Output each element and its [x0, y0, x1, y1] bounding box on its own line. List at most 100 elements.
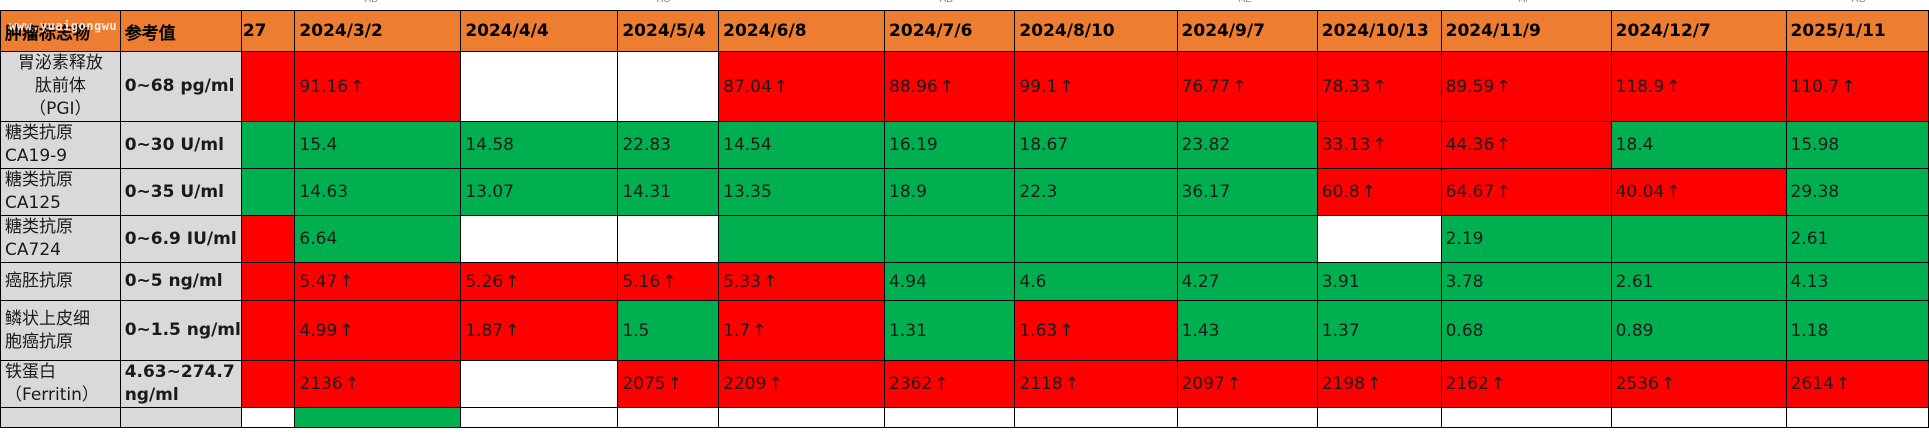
partial-row-cell[interactable] [294, 407, 462, 428]
column-letter[interactable]: AE [1239, 0, 1252, 5]
reference-range-cell[interactable]: 0~5 ng/ml [119, 262, 242, 301]
column-letter[interactable]: AF [1519, 0, 1532, 5]
partial-row-cell[interactable] [884, 407, 1016, 428]
reference-range-cell[interactable]: 0~1.5 ng/ml [119, 300, 242, 361]
partial-column-cell[interactable] [240, 168, 296, 216]
partial-row-cell[interactable] [1440, 407, 1612, 428]
value-cell-normal[interactable]: 15.4 [294, 121, 462, 169]
value-cell-high[interactable]: 2075 ↑ [617, 360, 720, 408]
value-cell-high[interactable]: 60.8 ↑ [1316, 168, 1442, 216]
value-cell-high[interactable]: 110.7 ↑ [1785, 51, 1929, 122]
partial-column-cell[interactable] [240, 51, 296, 122]
value-cell-high[interactable]: 91.16 ↑ [294, 51, 462, 122]
value-cell-high[interactable]: 2536 ↑ [1610, 360, 1787, 408]
value-cell-normal[interactable]: 0.89 [1610, 300, 1787, 361]
value-cell-high[interactable]: 1.7 ↑ [718, 300, 886, 361]
value-cell-high[interactable]: 5.33 ↑ [718, 262, 886, 301]
value-cell-normal[interactable]: 1.5 [617, 300, 720, 361]
value-cell-normal[interactable]: 2.19 [1440, 215, 1612, 263]
reference-range-cell[interactable]: 0~68 pg/ml [119, 51, 242, 122]
partial-column-cell[interactable] [240, 360, 296, 408]
partial-row-cell[interactable] [617, 407, 720, 428]
reference-range-cell[interactable]: 0~35 U/ml [119, 168, 242, 216]
value-cell-normal[interactable]: 18.9 [884, 168, 1016, 216]
value-cell-normal[interactable]: 4.27 [1176, 262, 1318, 301]
value-cell-high[interactable]: 4.99 ↑ [294, 300, 462, 361]
value-cell-high[interactable]: 5.47 ↑ [294, 262, 462, 301]
value-cell-normal[interactable]: 1.43 [1176, 300, 1318, 361]
value-cell-empty[interactable] [1316, 215, 1442, 263]
value-cell-normal[interactable]: 18.4 [1610, 121, 1787, 169]
value-cell-normal[interactable]: 3.78 [1440, 262, 1612, 301]
header-date-cell[interactable]: 2024/9/7 [1176, 10, 1318, 52]
marker-name-cell[interactable]: 糖类抗原 CA125 [0, 168, 121, 216]
value-cell-high[interactable]: 2209 ↑ [718, 360, 886, 408]
partial-row-cell[interactable] [119, 407, 242, 428]
marker-name-cell[interactable]: 胃泌素释放 肽前体 （PGI） [0, 51, 121, 122]
value-cell-high[interactable]: 2198 ↑ [1316, 360, 1442, 408]
value-cell-normal[interactable] [884, 215, 1016, 263]
value-cell-normal[interactable]: 22.3 [1014, 168, 1178, 216]
value-cell-normal[interactable]: 36.17 [1176, 168, 1318, 216]
header-date-cell[interactable]: 2024/5/4 [617, 10, 720, 52]
value-cell-normal[interactable] [718, 215, 886, 263]
value-cell-high[interactable]: 118.9 ↑ [1610, 51, 1787, 122]
value-cell-normal[interactable]: 14.54 [718, 121, 886, 169]
value-cell-high[interactable]: 99.1 ↑ [1014, 51, 1178, 122]
value-cell-normal[interactable]: 3.91 [1316, 262, 1442, 301]
header-date-cell[interactable]: 2024/10/13 [1316, 10, 1442, 52]
partial-row-cell[interactable] [1176, 407, 1318, 428]
value-cell-high[interactable]: 2097 ↑ [1176, 360, 1318, 408]
value-cell-high[interactable]: 2614 ↑ [1785, 360, 1929, 408]
header-marker-cell[interactable]: www.yuaigongwu.com 肿瘤标志物 [0, 10, 121, 52]
value-cell-high[interactable]: 33.13 ↑ [1316, 121, 1442, 169]
value-cell-normal[interactable]: 2.61 [1785, 215, 1929, 263]
header-date-cell[interactable]: 2024/12/7 [1610, 10, 1787, 52]
partial-row-cell[interactable] [1785, 407, 1929, 428]
value-cell-normal[interactable]: 4.13 [1785, 262, 1929, 301]
partial-row-cell[interactable] [240, 407, 296, 428]
header-date-cell[interactable]: 2024/8/10 [1014, 10, 1178, 52]
value-cell-normal[interactable] [1014, 215, 1178, 263]
reference-range-cell[interactable]: 0~6.9 IU/ml [119, 215, 242, 263]
value-cell-normal[interactable]: 14.31 [617, 168, 720, 216]
marker-name-cell[interactable]: 鳞状上皮细 胞癌抗原 [0, 300, 121, 361]
marker-name-cell[interactable]: 糖类抗原 CA724 [0, 215, 121, 263]
value-cell-high[interactable]: 88.96 ↑ [884, 51, 1016, 122]
value-cell-normal[interactable] [1610, 215, 1787, 263]
column-letter[interactable]: AC [657, 0, 671, 5]
column-letter[interactable]: AD [940, 0, 954, 5]
marker-name-cell[interactable]: 癌胚抗原 [0, 262, 121, 301]
value-cell-high[interactable]: 5.16 ↑ [617, 262, 720, 301]
header-date-cell[interactable]: 2024/4/4 [460, 10, 619, 52]
value-cell-high[interactable]: 1.87 ↑ [460, 300, 619, 361]
value-cell-normal[interactable]: 1.37 [1316, 300, 1442, 361]
value-cell-high[interactable]: 40.04 ↑ [1610, 168, 1787, 216]
value-cell-normal[interactable]: 23.82 [1176, 121, 1318, 169]
value-cell-high[interactable]: 76.77 ↑ [1176, 51, 1318, 122]
value-cell-high[interactable]: 2162 ↑ [1440, 360, 1612, 408]
value-cell-normal[interactable]: 13.35 [718, 168, 886, 216]
partial-row-cell[interactable] [0, 407, 121, 428]
value-cell-normal[interactable]: 18.67 [1014, 121, 1178, 169]
value-cell-empty[interactable] [617, 51, 720, 122]
value-cell-empty[interactable] [617, 215, 720, 263]
partial-row-cell[interactable] [1014, 407, 1178, 428]
column-letter[interactable]: AB [365, 0, 378, 5]
value-cell-normal[interactable]: 4.94 [884, 262, 1016, 301]
value-cell-high[interactable]: 2118 ↑ [1014, 360, 1178, 408]
value-cell-normal[interactable]: 0.68 [1440, 300, 1612, 361]
value-cell-empty[interactable] [460, 360, 619, 408]
partial-column-cell[interactable] [240, 121, 296, 169]
partial-column-cell[interactable] [240, 215, 296, 263]
header-partial-cell[interactable]: 27 [240, 10, 296, 52]
value-cell-high[interactable]: 2362 ↑ [884, 360, 1016, 408]
partial-row-cell[interactable] [1316, 407, 1442, 428]
value-cell-high[interactable]: 2136 ↑ [294, 360, 462, 408]
header-reference-cell[interactable]: 参考值 [119, 10, 242, 52]
partial-row-cell[interactable] [718, 407, 886, 428]
header-date-cell[interactable]: 2024/11/9 [1440, 10, 1612, 52]
value-cell-normal[interactable] [1176, 215, 1318, 263]
value-cell-high[interactable]: 5.26 ↑ [460, 262, 619, 301]
partial-column-cell[interactable] [240, 300, 296, 361]
